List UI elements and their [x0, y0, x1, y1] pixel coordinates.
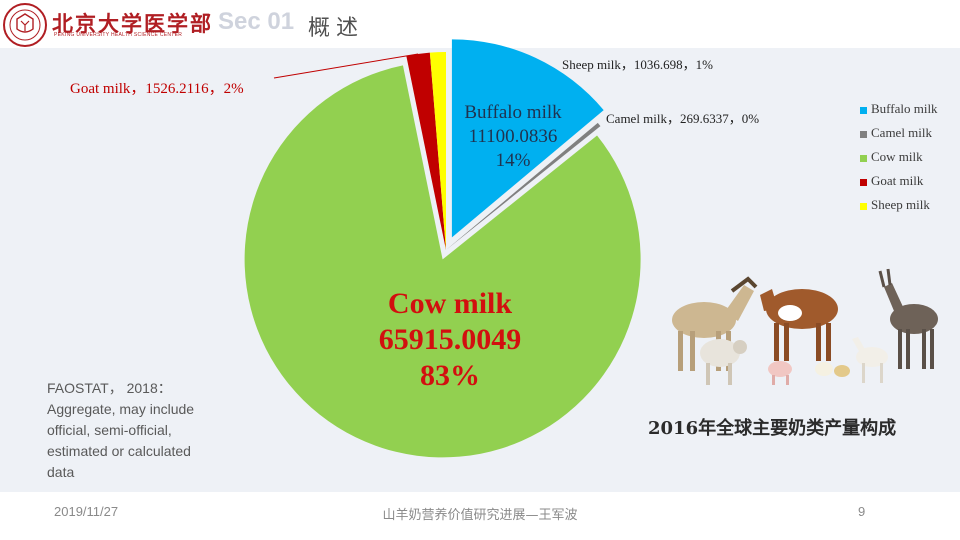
camel-data-label: Camel milk，269.6337，0%: [606, 111, 760, 126]
legend-label-cow: Cow milk: [871, 149, 923, 164]
university-seal-icon: [3, 3, 47, 47]
sheep-data-label: Sheep milk，1036.698，1%: [562, 57, 713, 72]
page-number: 9: [858, 504, 866, 519]
cow-label-name: Cow milk: [387, 287, 513, 320]
buffalo-label-name: Buffalo milk: [464, 102, 562, 123]
goat-icon: [852, 337, 888, 383]
cow-icon: [760, 289, 838, 361]
source-line: FAOSTAT， 2018：: [47, 380, 172, 396]
legend-swatch-buffalo: [860, 107, 867, 114]
legend-swatch-camel: [860, 131, 867, 138]
cow-label-value: 65915.0049: [378, 323, 522, 356]
university-name: 北京大学医学部: [52, 11, 213, 36]
chart-caption: 2016年全球主要奶类产量构成: [648, 418, 897, 439]
goat-data-label: Goat milk，1526.2116，2%: [70, 81, 244, 97]
legend-swatch-cow: [860, 155, 867, 162]
legend-swatch-goat: [860, 179, 867, 186]
pie-slice-buffalo: [451, 39, 604, 238]
source-line: data: [47, 464, 75, 480]
pie-slice-camel: [446, 122, 601, 250]
source-line: Aggregate, may include: [47, 401, 195, 417]
cow-data-label: Cow milk 65915.0049 83%: [340, 286, 560, 394]
header: 北京大学医学部 PEKING UNIVERSITY HEALTH SCIENCE…: [0, 0, 960, 48]
pie-chart: [244, 39, 641, 458]
goat-leader-line: [273, 53, 419, 79]
pie-slice-goat: [406, 52, 446, 251]
source-line: official, semi-official,: [47, 422, 172, 438]
legend-swatch-sheep: [860, 203, 867, 210]
cow-label-percent: 83%: [420, 359, 480, 392]
section-number: Sec 01: [218, 8, 295, 35]
pie-slice-cow: [244, 65, 641, 458]
chicken-icon: [815, 362, 850, 377]
footer: 2019/11/27 山羊奶营养价值研究进展—王军波 9: [0, 492, 960, 540]
legend-label-camel: Camel milk: [871, 125, 933, 140]
buffalo-data-label: Buffalo milk 11100.0836 14%: [440, 101, 586, 173]
source-note: FAOSTAT， 2018： Aggregate, may include of…: [47, 378, 247, 483]
buffalo-label-value: 11100.0836: [468, 126, 558, 147]
footer-title: 山羊奶营养价值研究进展—王军波: [382, 508, 578, 523]
donkey-icon: [878, 268, 938, 369]
legend-label-goat: Goat milk: [871, 173, 924, 188]
pig-icon: [768, 361, 792, 385]
farm-animals-image: [672, 268, 938, 385]
legend-label-buffalo: Buffalo milk: [871, 101, 938, 116]
sheep-icon: [700, 339, 747, 385]
buffalo-label-percent: 14%: [495, 150, 531, 171]
section-title: 概述: [308, 16, 365, 41]
pie-slice-sheep: [429, 52, 446, 250]
university-name-en: PEKING UNIVERSITY HEALTH SCIENCE CENTER: [54, 32, 183, 38]
legend-label-sheep: Sheep milk: [871, 197, 930, 212]
footer-date: 2019/11/27: [54, 504, 119, 519]
source-line: estimated or calculated: [47, 443, 191, 459]
